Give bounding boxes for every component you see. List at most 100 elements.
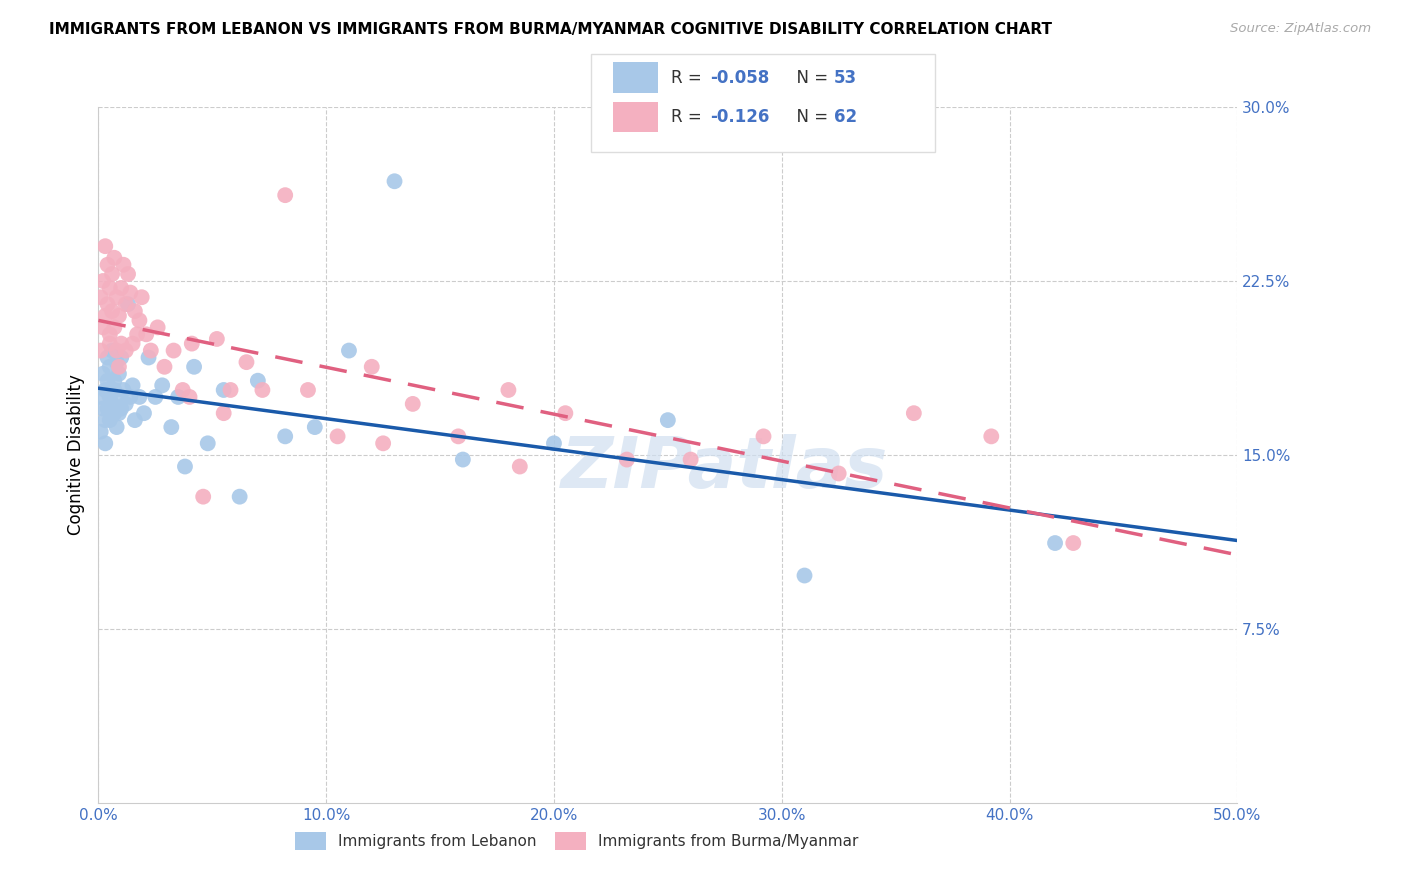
Point [105,390,128,404]
Point [103,251,125,265]
Point [337,343,360,358]
Text: -0.126: -0.126 [710,108,769,126]
Point [212,406,235,420]
Point [228,490,250,504]
Point [150,378,173,392]
Point [98,336,121,351]
Point [127,327,149,342]
Point [114,397,136,411]
Point [274,429,297,443]
Point [90,425,112,439]
Point [96,374,118,388]
Point [128,313,150,327]
Point [117,267,139,281]
Point [91,367,114,381]
Point [98,359,121,374]
Point [252,383,274,397]
Point [793,568,815,582]
Point [903,406,925,420]
Point [103,374,125,388]
Point [193,490,215,504]
Legend: Immigrants from Lebanon, Immigrants from Burma/Myanmar: Immigrants from Lebanon, Immigrants from… [288,825,866,858]
Point [101,397,124,411]
Point [1043,536,1066,550]
Point [543,436,565,450]
Point [90,290,112,304]
Text: Source: ZipAtlas.com: Source: ZipAtlas.com [1230,22,1371,36]
Point [114,343,136,358]
Point [297,383,319,397]
Point [131,290,153,304]
Point [509,459,531,474]
Point [110,336,132,351]
Text: 62: 62 [834,108,856,126]
Point [105,420,128,434]
Point [103,406,125,420]
Point [98,327,121,342]
Text: IMMIGRANTS FROM LEBANON VS IMMIGRANTS FROM BURMA/MYANMAR COGNITIVE DISABILITY CO: IMMIGRANTS FROM LEBANON VS IMMIGRANTS FR… [49,22,1052,37]
Point [98,390,121,404]
Point [304,420,326,434]
Point [105,355,128,369]
Point [94,413,117,427]
Point [108,309,131,323]
Point [94,436,117,450]
Point [117,297,139,311]
Point [105,290,128,304]
Point [451,452,474,467]
Text: -0.058: -0.058 [710,69,769,87]
Point [121,336,143,351]
Point [110,281,132,295]
Point [183,359,205,374]
Point [657,413,679,427]
Point [101,304,124,318]
Text: R =: R = [671,69,707,87]
Point [146,320,169,334]
Point [124,304,146,318]
Point [94,383,117,397]
Point [828,467,851,481]
Point [108,367,131,381]
Point [120,390,142,404]
Point [752,429,775,443]
Point [360,359,382,374]
Point [402,397,425,411]
Text: N =: N = [786,69,834,87]
Point [679,452,702,467]
Text: 53: 53 [834,69,856,87]
Point [145,390,167,404]
Point [235,355,257,369]
Point [103,383,125,397]
Point [1062,536,1084,550]
Point [94,309,117,323]
Text: N =: N = [786,108,834,126]
Point [138,351,160,365]
Point [94,239,117,253]
Point [91,320,114,334]
Point [246,374,269,388]
Point [212,383,235,397]
Point [101,343,124,358]
Point [179,390,201,404]
Point [108,406,131,420]
Point [101,267,124,281]
Point [197,436,219,450]
Point [121,378,143,392]
Point [110,401,132,416]
Point [180,336,202,351]
Point [135,327,157,342]
Point [108,359,131,374]
Point [160,420,183,434]
Point [162,343,184,358]
Point [96,351,118,365]
Point [98,281,121,295]
Point [447,429,470,443]
Point [554,406,576,420]
Point [219,383,242,397]
Point [371,436,394,450]
Point [139,343,162,358]
Point [96,258,118,272]
Y-axis label: Cognitive Disability: Cognitive Disability [66,375,84,535]
Point [91,401,114,416]
Point [112,258,135,272]
